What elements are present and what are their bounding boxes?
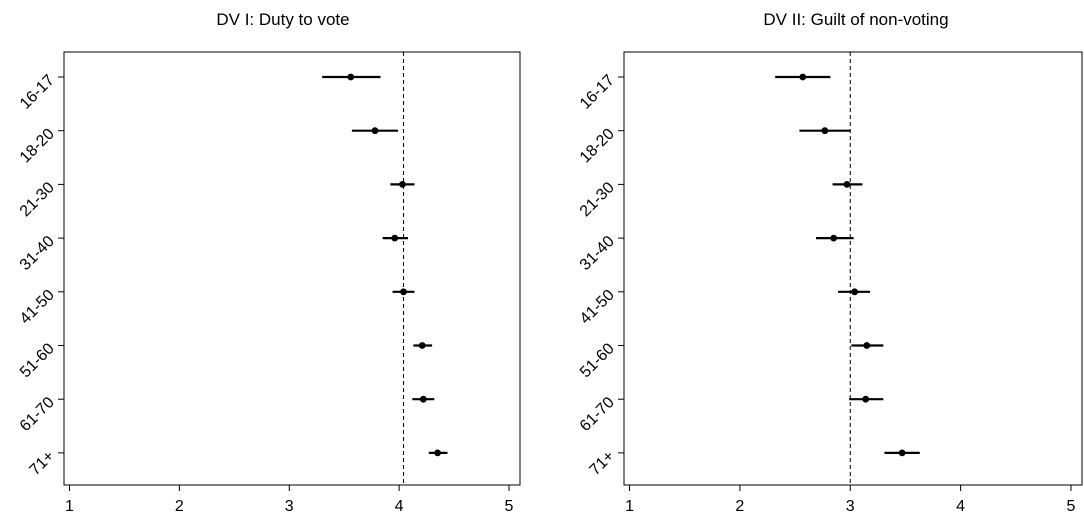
estimate-point — [862, 395, 870, 403]
panel-title: DV I: Duty to vote — [216, 10, 349, 29]
y-tick-label: 31-40 — [17, 233, 58, 274]
estimate-point — [843, 181, 851, 188]
estimate-point — [799, 73, 807, 81]
estimate-point — [347, 73, 355, 81]
y-tick-label: 51-60 — [17, 340, 58, 381]
y-tick-label: 18-20 — [17, 125, 58, 166]
x-tick-label: 5 — [1067, 498, 1076, 515]
x-tick-label: 5 — [505, 498, 514, 515]
estimate-point — [863, 342, 871, 349]
y-tick-label: 71+ — [587, 448, 618, 479]
estimate-point — [830, 234, 838, 242]
plot-frame — [623, 51, 1083, 486]
x-tick-label: 3 — [285, 498, 294, 515]
x-tick-label: 2 — [735, 498, 744, 515]
y-tick-label: 71+ — [27, 448, 58, 479]
plot-frame — [63, 51, 521, 486]
y-tick-label: 41-50 — [17, 287, 58, 328]
y-tick-label: 61-70 — [577, 394, 618, 435]
estimate-point — [391, 234, 399, 242]
estimate-point — [418, 342, 426, 349]
x-tick-label: 3 — [846, 498, 855, 515]
panel-title: DV II: Guilt of non-voting — [763, 10, 948, 29]
y-tick-label: 51-60 — [577, 340, 618, 381]
y-tick-label: 21-30 — [577, 179, 618, 220]
estimate-point — [821, 127, 829, 135]
x-tick-label: 4 — [395, 498, 404, 515]
x-tick-label: 1 — [65, 498, 74, 515]
x-tick-label: 2 — [175, 498, 184, 515]
y-tick-label: 16-17 — [17, 72, 58, 113]
y-tick-label: 16-17 — [577, 72, 618, 113]
estimate-point — [400, 288, 407, 296]
y-tick-label: 41-50 — [577, 287, 618, 328]
y-tick-label: 21-30 — [17, 179, 58, 220]
estimate-point — [434, 449, 441, 457]
estimate-point — [419, 395, 427, 403]
y-tick-label: 18-20 — [577, 125, 618, 166]
y-tick-label: 31-40 — [577, 233, 618, 274]
y-tick-label: 61-70 — [17, 394, 58, 435]
x-tick-label: 1 — [625, 498, 634, 515]
panel-duty-to-vote: DV I: Duty to vote 1 2 3 4 5 16-17 18-20 21-30 3… — [17, 10, 521, 515]
panel-guilt-of-non-voting: DV II: Guilt of non-voting 1 2 3 4 5 16-17 18-… — [577, 10, 1083, 515]
estimate-point — [898, 449, 906, 457]
estimate-point — [399, 181, 406, 188]
estimate-point — [371, 127, 379, 135]
x-tick-label: 4 — [956, 498, 965, 515]
estimate-point — [851, 288, 859, 296]
